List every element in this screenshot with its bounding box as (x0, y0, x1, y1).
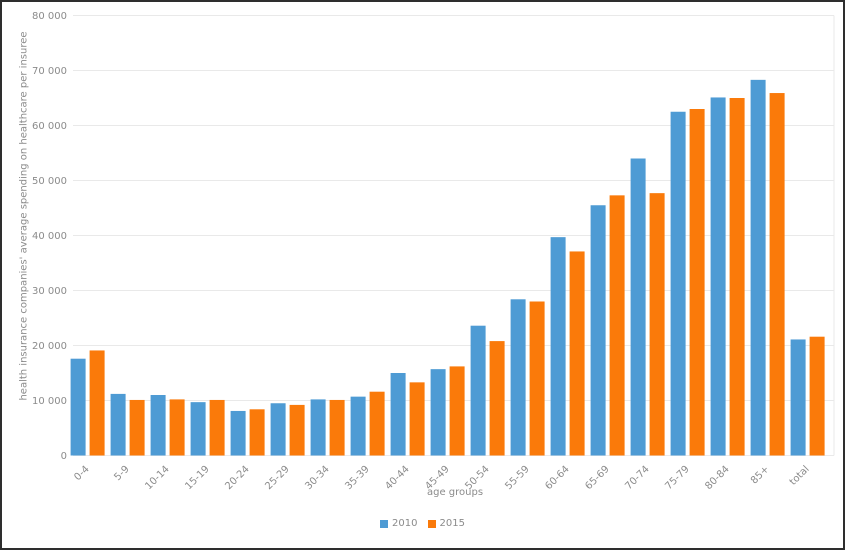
y-tick-label-10000: 10 000 (32, 396, 67, 407)
bar-2015-45-49 (449, 366, 465, 456)
x-tick-label-35-39: 35-39 (343, 464, 371, 492)
bar-2010-40-44 (390, 373, 406, 456)
x-tick-label-70-74: 70-74 (623, 464, 651, 492)
y-tick-label-20000: 20 000 (32, 341, 67, 352)
x-tick-label-40-44: 40-44 (383, 464, 411, 492)
bar-2015-15-19 (209, 399, 225, 456)
y-axis-title: health insurance companies' average spen… (18, 31, 30, 401)
bar-2015-85+ (769, 93, 785, 456)
bar-2010-total (790, 339, 806, 456)
bar-2015-20-24 (249, 409, 265, 456)
legend-label-2015: 2015 (439, 518, 465, 529)
bar-2010-25-29 (270, 403, 286, 456)
bar-2015-60-64 (569, 251, 585, 456)
bar-2015-5-9 (129, 399, 145, 456)
legend: 2010 2015 (2, 518, 843, 529)
y-tick-label-40000: 40 000 (32, 231, 67, 242)
bar-2015-10-14 (169, 399, 185, 456)
x-tick-label-0-4: 0-4 (72, 464, 91, 483)
y-tick-label-50000: 50 000 (32, 176, 67, 187)
x-tick-label-20-24: 20-24 (223, 464, 251, 492)
bar-2010-50-54 (470, 325, 486, 456)
legend-swatch-2015 (427, 519, 436, 528)
bar-2010-10-14 (150, 395, 166, 456)
x-tick-label-5-9: 5-9 (112, 464, 131, 483)
bar-2010-70-74 (630, 158, 646, 456)
bar-2010-85+ (750, 79, 766, 456)
bar-2015-65-69 (609, 195, 625, 456)
legend-swatch-2010 (380, 519, 389, 528)
bar-2015-35-39 (369, 391, 385, 456)
bar-2015-70-74 (649, 193, 665, 456)
x-tick-label-80-84: 80-84 (703, 464, 731, 492)
x-tick-label-75-79: 75-79 (663, 464, 691, 492)
bar-2015-55-59 (529, 301, 545, 456)
bar-2015-80-84 (729, 98, 745, 456)
bar-2015-40-44 (409, 382, 425, 456)
bar-2015-25-29 (289, 404, 305, 456)
bar-2015-0-4 (89, 350, 105, 456)
y-tick-label-80000: 80 000 (32, 11, 67, 22)
bar-2010-35-39 (350, 396, 366, 456)
bar-2010-60-64 (550, 237, 566, 456)
y-tick-label-30000: 30 000 (32, 286, 67, 297)
bar-2015-75-79 (689, 109, 705, 456)
x-tick-label-15-19: 15-19 (183, 464, 211, 492)
bar-2010-75-79 (670, 111, 686, 456)
y-tick-label-60000: 60 000 (32, 121, 67, 132)
x-tick-label-25-29: 25-29 (263, 464, 291, 492)
x-tick-label-55-59: 55-59 (503, 464, 531, 492)
x-tick-label-65-69: 65-69 (583, 464, 611, 492)
bar-2010-45-49 (430, 369, 446, 456)
y-tick-label-0: 0 (61, 451, 67, 462)
legend-label-2010: 2010 (392, 518, 418, 529)
bar-2015-30-34 (329, 399, 345, 456)
y-tick-label-70000: 70 000 (32, 66, 67, 77)
bar-2015-50-54 (489, 341, 505, 456)
x-tick-label-85+: 85+ (749, 464, 772, 487)
bar-2010-55-59 (510, 299, 526, 456)
bar-2010-65-69 (590, 205, 606, 456)
bar-2010-20-24 (230, 410, 246, 456)
bar-2015-total (809, 336, 825, 456)
bar-2010-0-4 (70, 358, 86, 456)
x-tick-label-10-14: 10-14 (143, 464, 171, 492)
bar-2010-80-84 (710, 97, 726, 456)
x-axis-title: age groups (426, 487, 484, 498)
bar-2010-15-19 (190, 402, 206, 456)
x-tick-label-60-64: 60-64 (543, 464, 571, 492)
x-tick-label-total: total (788, 464, 812, 488)
bar-2010-5-9 (110, 393, 126, 456)
x-tick-label-30-34: 30-34 (303, 464, 331, 492)
bar-2010-30-34 (310, 399, 326, 456)
